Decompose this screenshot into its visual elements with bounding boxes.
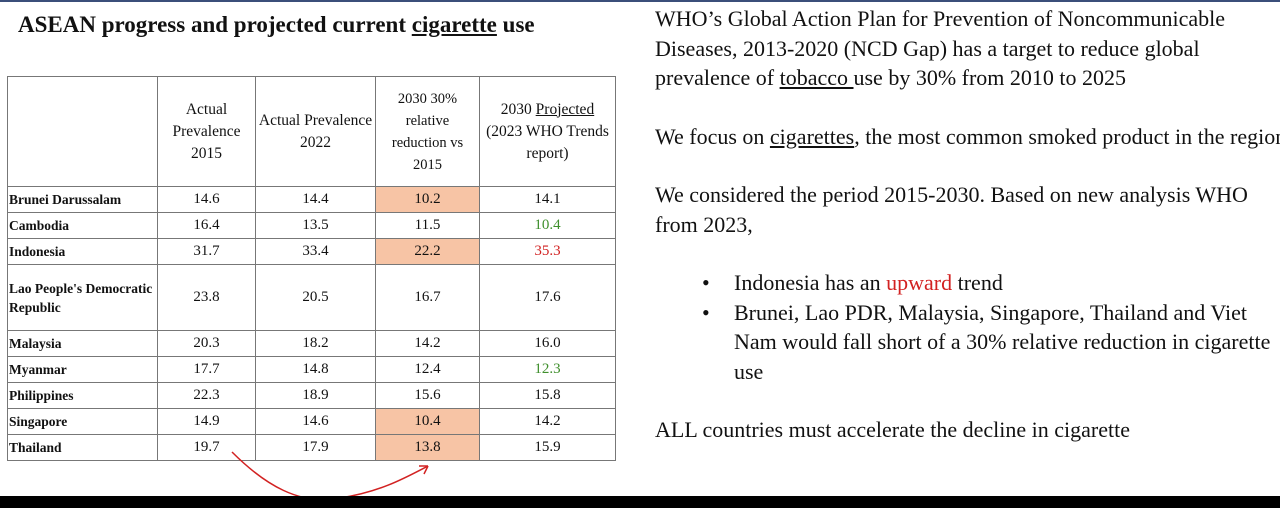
country-cell: Malaysia <box>7 330 158 357</box>
slide-title: ASEAN progress and projected current cig… <box>18 12 535 37</box>
country-cell: Lao People's Democratic Republic <box>7 264 158 331</box>
paragraph-ncd-gap: WHO’s Global Action Plan for Prevention … <box>655 6 1226 90</box>
header-2030-projected: 2030 Projected (2023 WHO Trends report) <box>479 76 616 187</box>
header-2030-reduction: 2030 30% relative reduction vs 2015 <box>375 76 480 187</box>
table-row: Malaysia 20.3 18.2 14.2 16.0 <box>7 330 616 357</box>
value-2022-cell: 14.4 <box>255 186 376 213</box>
paragraph-period: We considered the period 2015-2030. Base… <box>655 182 1248 237</box>
table-row: Lao People's Democratic Republic 23.8 20.5… <box>7 264 616 331</box>
projected-2030-cell: 16.0 <box>479 330 616 357</box>
target-2030-cell: 10.2 <box>375 186 480 213</box>
value-2015-cell: 20.3 <box>157 330 256 357</box>
value-2015-cell: 14.9 <box>157 408 256 435</box>
table-row: Brunei Darussalam 14.6 14.4 10.2 14.1 <box>7 186 616 213</box>
country-cell: Thailand <box>7 434 158 461</box>
table-row: Indonesia 31.7 33.4 22.2 35.3 <box>7 238 616 265</box>
header-country <box>7 76 158 187</box>
right-text-panel: WHO’s Global Action Plan for Prevention … <box>655 4 1280 445</box>
target-2030-cell: 14.2 <box>375 330 480 357</box>
top-border-line <box>0 0 1280 2</box>
prevalence-table: Actual Prevalence 2015 Actual Prevalence… <box>7 76 616 461</box>
projected-2030-cell: 15.9 <box>479 434 616 461</box>
bottom-black-bar <box>0 496 1280 508</box>
value-2015-cell: 17.7 <box>157 356 256 383</box>
value-2015-cell: 19.7 <box>157 434 256 461</box>
projected-2030-cell: 14.2 <box>479 408 616 435</box>
header-actual-2015: Actual Prevalence 2015 <box>157 76 256 187</box>
projected-2030-cell: 14.1 <box>479 186 616 213</box>
value-2022-cell: 20.5 <box>255 264 376 331</box>
country-cell: Cambodia <box>7 212 158 239</box>
target-2030-cell: 22.2 <box>375 238 480 265</box>
value-2015-cell: 14.6 <box>157 186 256 213</box>
table-row: Cambodia 16.4 13.5 11.5 10.4 <box>7 212 616 239</box>
projected-2030-cell: 10.4 <box>479 212 616 239</box>
paragraph-accelerate: ALL countries must accelerate the declin… <box>655 417 1131 442</box>
bullet-indonesia: • Indonesia has an upward trend <box>655 268 1280 298</box>
projected-2030-cell: 15.8 <box>479 382 616 409</box>
table-row: Singapore 14.9 14.6 10.4 14.2 <box>7 408 616 435</box>
bullet-dot-icon: • <box>702 270 710 295</box>
value-2015-cell: 31.7 <box>157 238 256 265</box>
arrow-head <box>419 465 429 475</box>
table-header-row: Actual Prevalence 2015 Actual Prevalence… <box>7 76 616 187</box>
value-2015-cell: 23.8 <box>157 264 256 331</box>
value-2022-cell: 14.6 <box>255 408 376 435</box>
table-row: Thailand 19.7 17.9 13.8 15.9 <box>7 434 616 461</box>
value-2022-cell: 14.8 <box>255 356 376 383</box>
country-cell: Brunei Darussalam <box>7 186 158 213</box>
projected-2030-cell: 17.6 <box>479 264 616 331</box>
value-2022-cell: 33.4 <box>255 238 376 265</box>
header-actual-2022: Actual Prevalence 2022 <box>255 76 376 187</box>
bullet-fall-short: • Brunei, Lao PDR, Malaysia, Singapore, T… <box>702 299 1271 384</box>
target-2030-cell: 12.4 <box>375 356 480 383</box>
value-2022-cell: 13.5 <box>255 212 376 239</box>
target-2030-cell: 16.7 <box>375 264 480 331</box>
value-2015-cell: 16.4 <box>157 212 256 239</box>
target-2030-cell: 15.6 <box>375 382 480 409</box>
bullet-list: • Indonesia has an upward trend • Brunei, … <box>655 268 1280 386</box>
table-row: Philippines 22.3 18.9 15.6 15.8 <box>7 382 616 409</box>
table-row: Myanmar 17.7 14.8 12.4 12.3 <box>7 356 616 383</box>
value-2015-cell: 22.3 <box>157 382 256 409</box>
value-2022-cell: 17.9 <box>255 434 376 461</box>
bullet-dot-icon: • <box>702 299 710 325</box>
target-2030-cell: 10.4 <box>375 408 480 435</box>
country-cell: Philippines <box>7 382 158 409</box>
target-2030-cell: 11.5 <box>375 212 480 239</box>
country-cell: Myanmar <box>7 356 158 383</box>
target-2030-cell: 13.8 <box>375 434 480 461</box>
country-cell: Singapore <box>7 408 158 435</box>
country-cell: Indonesia <box>7 238 158 265</box>
projected-2030-cell: 12.3 <box>479 356 616 383</box>
value-2022-cell: 18.2 <box>255 330 376 357</box>
value-2022-cell: 18.9 <box>255 382 376 409</box>
paragraph-focus: We focus on cigarettes, the most common … <box>655 123 1280 149</box>
projected-2030-cell: 35.3 <box>479 238 616 265</box>
